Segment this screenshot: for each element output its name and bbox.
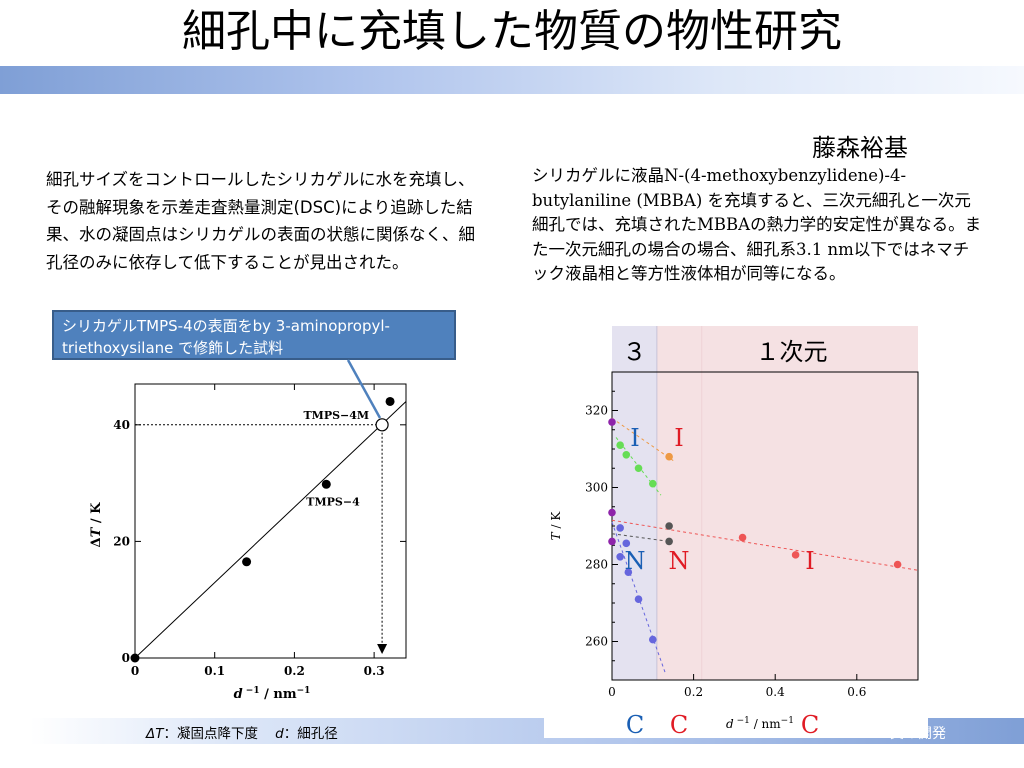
phase-label-I: I bbox=[805, 547, 814, 575]
right-text-7: 以下ではネマチック液晶相と等方性液体相が同等になる。 bbox=[532, 239, 970, 284]
left-chart-axes: 0 0.1 0.2 0.3 0 20 40 d −1 / nm−1 ΔT / K bbox=[89, 383, 407, 702]
right-data-point bbox=[616, 524, 624, 532]
phase-label-N: N bbox=[625, 547, 646, 575]
right-x-axis-label: d −1 / nm−1 bbox=[726, 716, 794, 731]
left-x-tick-label: 0.2 bbox=[284, 664, 305, 678]
right-data-point bbox=[616, 441, 624, 449]
right-chart-marks bbox=[608, 417, 919, 673]
region-0 bbox=[612, 326, 657, 680]
delta-t-symbol: ΔT bbox=[146, 726, 164, 742]
left-data-point bbox=[242, 557, 252, 567]
left-description: 細孔サイズをコントロールしたシリカゲルに水を充填し、その融解現象を示差走査熱量測… bbox=[46, 170, 475, 272]
phase-label-C: C bbox=[670, 711, 688, 739]
phase-label-N: N bbox=[669, 547, 690, 575]
right-data-point bbox=[608, 508, 616, 517]
right-data-point bbox=[893, 560, 902, 569]
left-x-tick-label: 0 bbox=[131, 664, 139, 678]
right-x-tick-label: 0.2 bbox=[684, 685, 703, 699]
right-y-tick-label: 300 bbox=[585, 481, 608, 495]
region-label-1d: １次元 bbox=[756, 338, 828, 366]
left-y-tick-label: 20 bbox=[113, 534, 130, 548]
right-chart-regions bbox=[612, 326, 918, 680]
right-data-point bbox=[616, 553, 624, 561]
title-underline-bar bbox=[0, 66, 1024, 94]
left-plot-frame bbox=[134, 383, 407, 659]
left-data-point bbox=[385, 396, 395, 406]
d-symbol: d bbox=[275, 726, 284, 742]
left-point-label-tmps4: TMPS−4 bbox=[306, 495, 360, 508]
mbba-phase-chart: 0 0.2 0.4 0.6 260 280 300 320 d −1 / nm−1 T / K ３… bbox=[549, 326, 919, 739]
left-y-tick-label: 0 bbox=[122, 651, 130, 665]
d-desc: ：細孔径 bbox=[283, 726, 338, 742]
right-text-4: MBBA bbox=[697, 215, 751, 234]
left-x-tick-label: 0.1 bbox=[204, 664, 225, 678]
left-y-tick-label: 40 bbox=[113, 418, 130, 432]
right-data-point bbox=[622, 450, 631, 459]
slide-title: 細孔中に充填した物質の物性研究 bbox=[182, 6, 842, 57]
right-x-tick-label: 0 bbox=[608, 685, 616, 699]
left-x-axis-label: d −1 / nm−1 bbox=[234, 686, 311, 702]
bottom-caption: ΔT：凝固点降下度 d：細孔径 bbox=[146, 722, 338, 742]
right-data-point bbox=[622, 539, 631, 548]
left-fit-line bbox=[134, 401, 407, 659]
right-y-tick-label: 260 bbox=[585, 635, 608, 649]
right-text-2: N-(4-methoxybenzylidene)-4-butylaniline … bbox=[532, 166, 907, 210]
phase-label-C: C bbox=[626, 711, 644, 739]
right-data-point bbox=[665, 522, 673, 530]
left-arrow-head bbox=[377, 644, 388, 654]
region-label-3d: ３ bbox=[622, 338, 646, 366]
phase-label-C: C bbox=[801, 711, 819, 739]
phase-label-I: I bbox=[674, 424, 683, 452]
right-data-point bbox=[649, 635, 657, 644]
right-y-tick-label: 320 bbox=[585, 404, 608, 418]
right-data-point bbox=[738, 533, 747, 542]
left-x-tick-label: 0.3 bbox=[364, 664, 385, 678]
left-y-axis-label: ΔT / K bbox=[89, 502, 104, 548]
left-point-label-tmps4m: TMPS−4M bbox=[303, 409, 369, 422]
right-description: シリカゲルに液晶N-(4-methoxybenzylidene)-4-butyl… bbox=[532, 164, 984, 287]
left-chart-marks: TMPS−4M TMPS−4 bbox=[130, 396, 407, 663]
callout-box: シリカゲルTMPS-4の表面をby 3-aminopropyl-triethox… bbox=[52, 310, 456, 360]
right-data-point bbox=[665, 537, 673, 546]
trend-line bbox=[611, 417, 674, 461]
callout-pointer bbox=[346, 359, 382, 419]
right-y-tick-label: 280 bbox=[585, 558, 608, 572]
left-open-point bbox=[375, 418, 389, 432]
right-data-point bbox=[634, 464, 643, 473]
right-data-point bbox=[649, 479, 657, 488]
phase-label-I: I bbox=[630, 424, 639, 452]
right-data-point bbox=[665, 452, 673, 461]
left-data-point bbox=[130, 653, 140, 663]
right-data-point bbox=[608, 418, 616, 426]
right-text-3: を充填すると、三次元細孔と一次元細孔では、充填された bbox=[532, 190, 971, 235]
freezing-point-chart: 0 0.1 0.2 0.3 0 20 40 d −1 / nm−1 ΔT / K TMPS−4M… bbox=[89, 383, 407, 702]
right-data-point bbox=[791, 551, 800, 559]
right-text-1: シリカゲルに液晶 bbox=[532, 166, 664, 185]
left-data-point bbox=[321, 479, 331, 489]
region-1 bbox=[656, 326, 918, 680]
right-x-tick-label: 0.6 bbox=[847, 685, 866, 699]
right-data-point bbox=[624, 568, 633, 576]
trend-line bbox=[611, 519, 919, 571]
right-text-6: 3.1 nm bbox=[796, 239, 854, 259]
right-x-tick-label: 0.4 bbox=[766, 685, 785, 699]
trend-line bbox=[611, 533, 670, 542]
right-chart-axes: 0 0.2 0.4 0.6 260 280 300 320 d −1 / nm−1 T / K bbox=[549, 371, 919, 731]
author-name: 藤森裕基 bbox=[812, 134, 908, 162]
right-data-point bbox=[608, 537, 616, 546]
right-y-axis-label: T / K bbox=[549, 511, 563, 541]
delta-t-desc: ：凝固点降下度 bbox=[163, 726, 258, 742]
right-text-5: の熱力学的安定性が異なる。また一次元細孔の場合の場合、細孔系 bbox=[532, 215, 982, 259]
right-data-point bbox=[634, 595, 643, 603]
